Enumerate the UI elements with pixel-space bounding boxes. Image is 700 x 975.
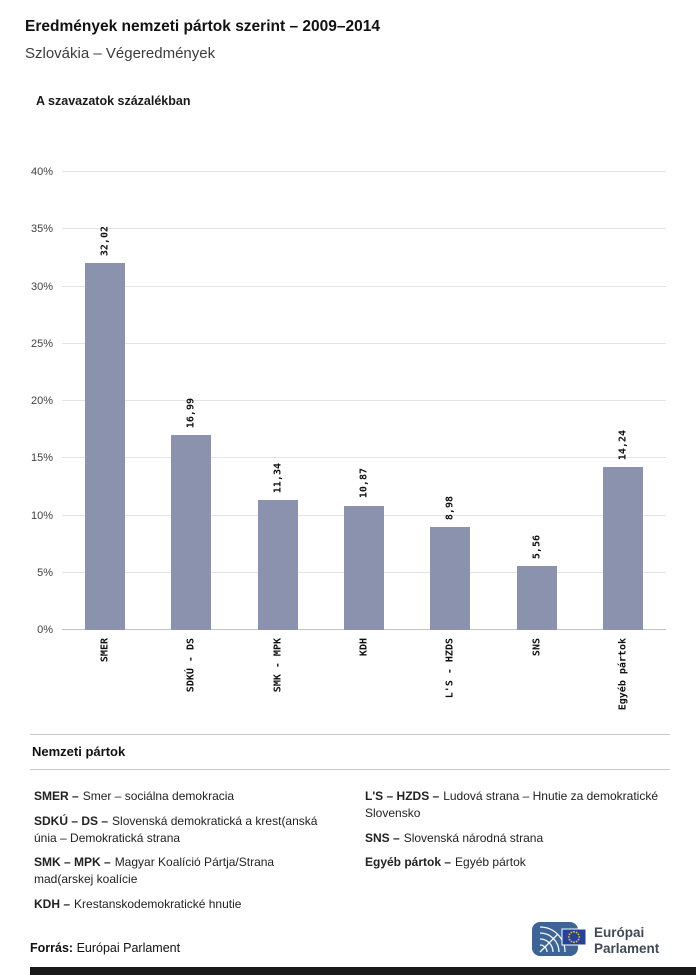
party-abbreviation: L'S – HZDS – [365,789,440,803]
party-name: Ludová strana – Hnutie za demokratické S… [365,789,658,820]
party-abbreviation: KDH – [34,896,71,911]
ep-logo-graphic: Európai Parlament [532,922,660,956]
party-name: Magyar Koalíció Pártja/Strana mad(arskej… [34,855,275,887]
logo-text-line1: Európai [594,925,644,940]
bar-group: 8,98 L'S - HZDS [407,172,493,698]
legend-item: SMER – Smer – sociálna demokracia [34,788,335,805]
hemicycle-icon [539,926,566,953]
bar-value-label: 11,34 [272,463,284,494]
x-tick-label: SNS [531,638,543,657]
bar-value-label: 8,98 [444,496,456,521]
source-value: Európai Parlament [76,941,181,955]
gridline [62,342,666,344]
bar-value-label: 14,24 [617,429,629,460]
legend-item: SNS – Slovenská národná strana [365,830,666,847]
chart-title: A szavazatok százalékban [36,94,191,108]
bar [516,566,557,630]
gridline [62,228,666,230]
source-label: Forrás: [30,941,74,955]
party-abbreviation: SNS – [365,830,400,845]
party-abbreviation: SMER – [34,789,79,803]
x-tick-label: SMK - MPK [272,638,284,693]
bar-chart: 0% 5% 10% 15% 20% 25% 30% 35% 40% 32,02 SMER 16,99 S… [31,166,666,710]
bar-group: 10,87 KDH [321,172,407,656]
european-parliament-logo: Európai Parlament [532,920,672,963]
gridline [62,285,666,287]
source-line: Forrás: Európai Parlament [30,941,180,955]
x-tick-label: SDKÚ - DS [185,638,197,693]
y-tick-label: 5% [37,566,53,579]
y-tick-label: 15% [30,452,53,465]
bar-value-label: 16,99 [185,398,197,429]
bar-value-label: 5,56 [531,535,543,560]
y-tick-label: 30% [30,280,53,293]
page-title: Eredmények nemzeti pártok szerint – 2009… [25,18,380,35]
bar-value-label: 10,87 [358,468,370,499]
x-tick-label: Egyéb pártok [617,638,629,711]
party-name: Egyéb pártok [455,855,526,870]
legend-columns: SMER – Smer – sociálna demokracia SDKÚ – … [30,770,670,921]
bottom-bar [30,967,696,975]
x-tick-label: KDH [358,638,370,657]
y-tick-label: 35% [30,223,53,236]
header: Eredmények nemzeti pártok szerint – 2009… [0,0,700,62]
legend-item: L'S – HZDS – Ludová strana – Hnutie za de… [365,788,666,822]
x-tick-label: L'S - HZDS [444,638,456,699]
party-abbreviation: SMK – MPK – [34,855,111,870]
bar-value-label: 32,02 [99,226,111,257]
logo-text-line2: Parlament [594,941,660,956]
bar-group: 11,34 SMK - MPK [235,172,321,692]
gridline [62,171,666,172]
gridline [62,400,666,401]
eu-flag-stars [567,930,581,944]
bar-group: 14,24 Egyéb pártok [580,172,666,710]
bar-group: 32,02 SMER [62,172,148,662]
legend-title: Nemzeti pártok [30,735,670,770]
party-name: Slovenská národná strana [403,830,544,845]
legend-item: SDKÚ – DS – Slovenská demokratická a kres… [34,813,335,847]
party-abbreviation: Egyéb pártok – [365,855,452,870]
y-tick-label: 20% [30,395,53,407]
legend-item: SMK – MPK – Magyar Koalíció Pártja/Strana… [34,854,335,888]
bar [257,500,298,630]
page-subtitle: Szlovákia – Végeredmények [25,45,216,62]
x-tick-label: SMER [99,638,111,663]
eu-flag-icon [561,928,587,946]
legend-item: Egyéb pártok – Egyéb pártok [365,854,666,871]
y-tick-label: 40% [30,166,53,178]
bar-group: 16,99 SDKÚ - DS [148,172,234,692]
bar-group: 5,56 SNS [493,172,579,656]
bar [602,466,643,630]
y-tick-label: 10% [30,509,53,522]
bar [85,263,126,630]
legend-item: KDH – Krestanskodemokratické hnutie [34,896,335,913]
legend-column-right: L'S – HZDS – Ludová strana – Hnutie za de… [365,788,666,921]
party-name: Smer – sociálna demokracia [82,789,235,803]
y-tick-label: 25% [30,337,53,350]
gridline [62,457,666,459]
party-abbreviation: SDKÚ – DS – [34,813,109,828]
legend-column-left: SMER – Smer – sociálna demokracia SDKÚ – … [34,788,335,921]
bar [171,435,212,630]
bar [430,527,471,630]
party-name: Krestanskodemokratické hnutie [74,896,242,911]
bar [343,505,384,630]
legend-section: Nemzeti pártok SMER – Smer – sociálna dem… [30,734,670,921]
y-tick-label: 0% [37,624,53,636]
party-name: Slovenská demokratická a krest(anská úni… [34,813,318,845]
